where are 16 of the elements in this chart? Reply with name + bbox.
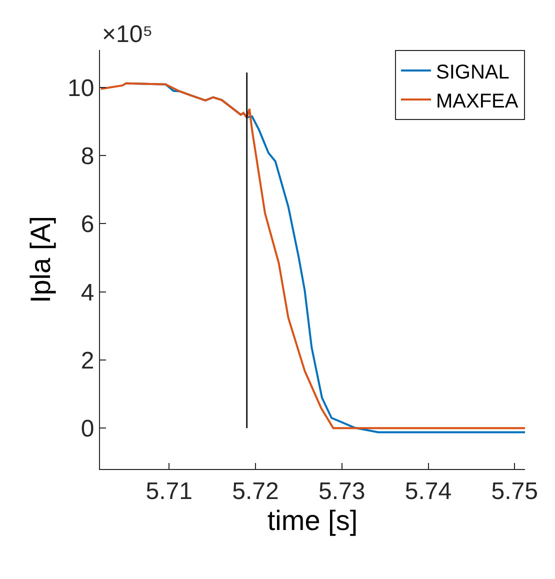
x-tick-label: 5.73 xyxy=(318,478,366,505)
x-tick-label: 5.74 xyxy=(404,478,452,505)
y-tick-label: 10 xyxy=(67,74,94,102)
legend-label: SIGNAL xyxy=(436,61,510,84)
y-tick-label: 6 xyxy=(80,211,94,238)
x-tick-label: 5.75 xyxy=(491,478,538,505)
y-tick-label: 4 xyxy=(80,279,94,306)
x-tick-label: 5.71 xyxy=(146,478,192,505)
y-tick-label: 0 xyxy=(80,416,94,443)
y-axis-title: Ipla [A] xyxy=(25,216,56,304)
legend-label: MAXFEA xyxy=(436,90,519,112)
text: ×10⁵ xyxy=(102,21,153,48)
y-tick-label: 2 xyxy=(80,347,94,374)
x-axis-title: time [s] xyxy=(267,504,358,536)
x-tick-label: 5.72 xyxy=(232,478,279,505)
y-tick-label: 8 xyxy=(80,143,94,170)
